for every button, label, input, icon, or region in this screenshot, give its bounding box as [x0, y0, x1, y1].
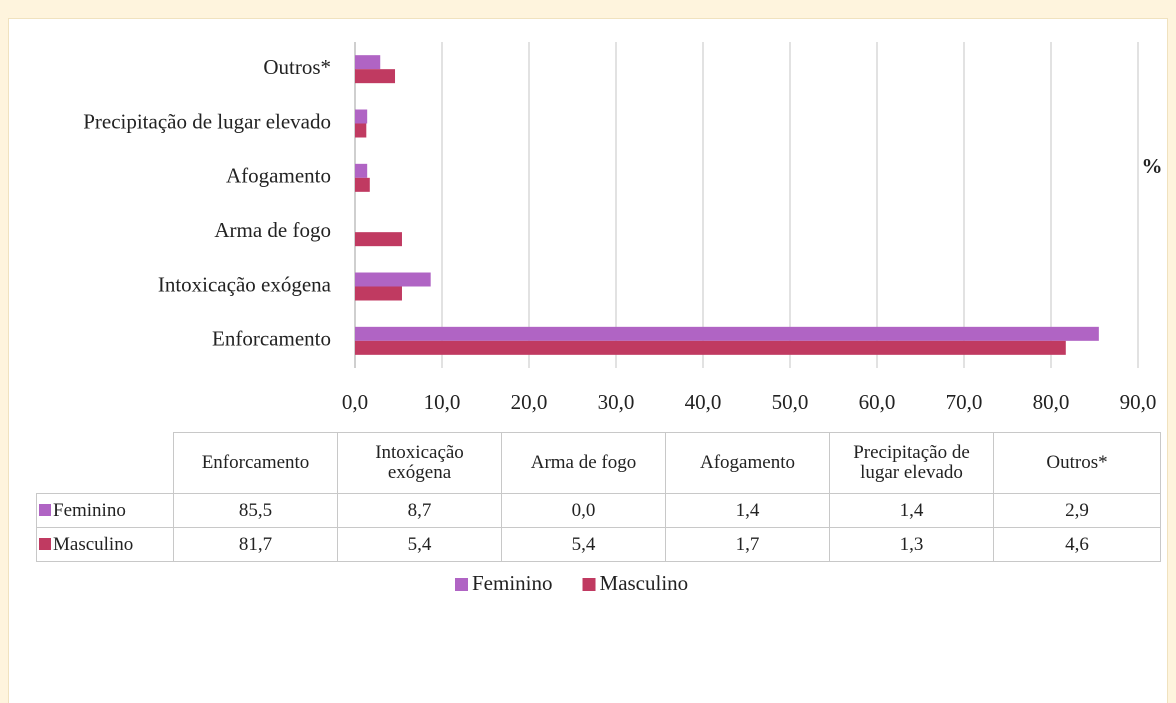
data-table: Enforcamento Intoxicação exógena Arma de f…: [36, 432, 1161, 562]
table-row: Masculino 81,7 5,4 5,4 1,7 1,3 4,6: [36, 527, 1161, 562]
x-tick-label: 30,0: [598, 390, 635, 414]
bar: [355, 232, 402, 247]
table-header-row: Enforcamento Intoxicação exógena Arma de f…: [36, 432, 1161, 494]
x-tick-label: 40,0: [685, 390, 722, 414]
table-cell: 5,4: [501, 527, 666, 562]
table-header: Afogamento: [665, 432, 830, 494]
y-tick-label: Precipitação de lugar elevado: [83, 109, 331, 133]
table-header: Enforcamento: [173, 432, 338, 494]
y-tick-label: Intoxicação exógena: [158, 272, 332, 296]
table-cell: 4,6: [993, 527, 1161, 562]
bar: [355, 163, 368, 178]
table-cell: 1,4: [665, 493, 830, 528]
y-tick-label: Outros*: [263, 55, 331, 79]
x-tick-label: 80,0: [1033, 390, 1070, 414]
bar: [355, 55, 381, 70]
x-tick-label: 0,0: [342, 390, 368, 414]
x-tick-label: 90,0: [1120, 390, 1157, 414]
row-label: Feminino: [53, 499, 126, 521]
table-corner: [36, 432, 174, 494]
table-header: Outros*: [993, 432, 1161, 494]
table-header: Arma de fogo: [501, 432, 666, 494]
unit-label: %: [1142, 154, 1163, 178]
legend-swatch: [39, 537, 51, 550]
legend-label: Feminino: [472, 571, 553, 595]
x-tick-label: 70,0: [946, 390, 983, 414]
y-tick-label: Enforcamento: [212, 327, 331, 351]
x-tick-label: 60,0: [859, 390, 896, 414]
table-row-label: Feminino: [36, 493, 174, 528]
table-cell: 0,0: [501, 493, 666, 528]
table-cell: 1,4: [829, 493, 994, 528]
bar: [355, 123, 367, 138]
table-row-label: Masculino: [36, 527, 174, 562]
y-tick-label: Arma de fogo: [214, 218, 331, 242]
table-header: Intoxicação exógena: [337, 432, 502, 494]
legend-swatch: [582, 578, 596, 591]
bar: [355, 272, 431, 287]
x-tick-label: 50,0: [772, 390, 809, 414]
bar: [355, 340, 1066, 355]
bar: [355, 177, 370, 192]
table-cell: 1,7: [665, 527, 830, 562]
table-cell: 2,9: [993, 493, 1161, 528]
legend-label: Masculino: [600, 571, 689, 595]
bar: [355, 69, 396, 84]
x-tick-label: 20,0: [511, 390, 548, 414]
y-tick-label: Afogamento: [226, 164, 331, 188]
table-header: Precipitação de lugar elevado: [829, 432, 994, 494]
table-cell: 81,7: [173, 527, 338, 562]
row-label: Masculino: [53, 533, 134, 555]
legend-swatch: [455, 578, 468, 591]
bar: [355, 286, 402, 301]
table-cell: 8,7: [337, 493, 502, 528]
table-cell: 5,4: [337, 527, 502, 562]
bar: [355, 109, 368, 124]
x-tick-label: 10,0: [424, 390, 461, 414]
table-cell: 85,5: [173, 493, 338, 528]
table-cell: 1,3: [829, 527, 994, 562]
legend-swatch: [39, 503, 51, 516]
table-row: Feminino 85,5 8,7 0,0 1,4 1,4 2,9: [36, 493, 1161, 528]
bar: [355, 326, 1099, 341]
